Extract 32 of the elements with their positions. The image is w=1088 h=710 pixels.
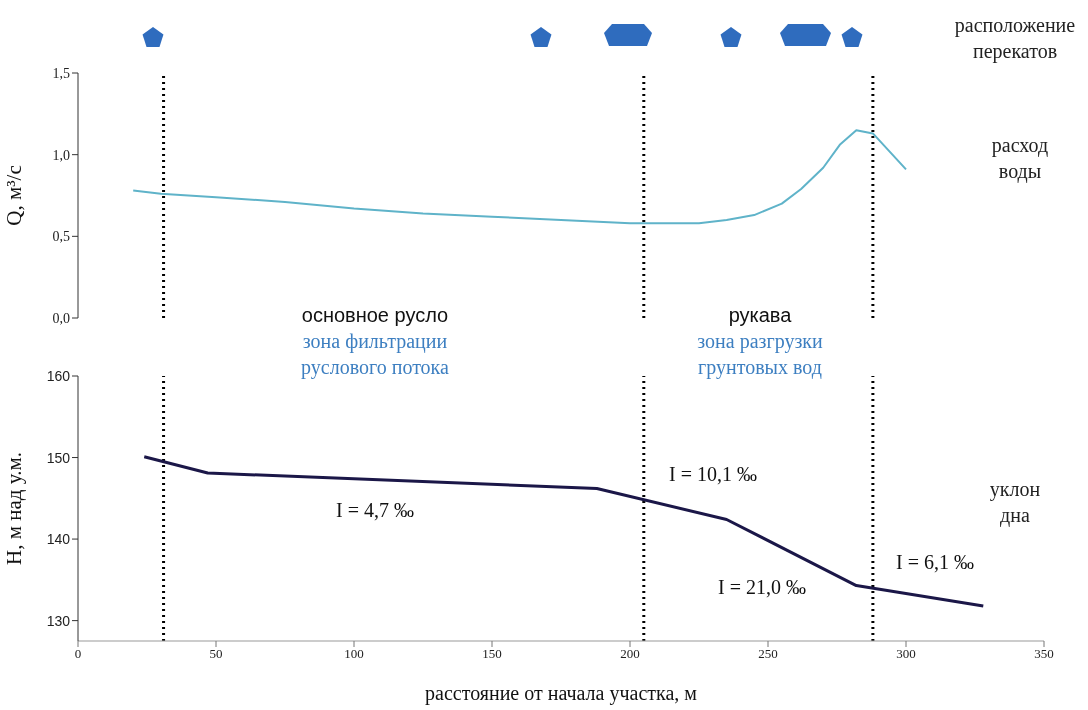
line-series [132, 129, 907, 225]
y-tick-label: 1,5 [52, 65, 70, 81]
x-tick-label: 100 [344, 646, 364, 662]
y-tick-label: 0,0 [52, 310, 70, 326]
y-tick-label: 160 [46, 367, 71, 384]
annotation: I = 4,7 ‰ [335, 498, 415, 523]
annotation: I = 10,1 ‰ [668, 462, 758, 487]
annotation: уклон дна [988, 477, 1042, 528]
annotation: I = 21,0 ‰ [717, 575, 807, 600]
y-tick-label: 0,5 [52, 229, 70, 245]
x-tick-label: 200 [620, 646, 640, 662]
y-axis-title: Q, м³/с [2, 165, 27, 226]
line-series [142, 455, 985, 608]
annotation: зона разгрузки грунтовых вод [696, 329, 824, 380]
x-tick-label: 50 [209, 646, 223, 662]
x-tick-label: 300 [896, 646, 916, 662]
annotation: основное русло [300, 303, 450, 328]
x-tick-label: 0 [74, 646, 82, 662]
annotation: зона фильтрации руслового потока [300, 329, 450, 380]
annotation: расход воды [990, 133, 1050, 184]
x-axis-title: расстояние от начала участка, м [425, 682, 698, 705]
y-axis-title: Н, м над у.м. [2, 452, 27, 565]
annotation: рукава [727, 303, 793, 328]
x-tick-label: 150 [482, 646, 502, 662]
y-tick-label: 140 [46, 531, 71, 548]
y-tick-label: 1,0 [52, 147, 70, 163]
annotation: I = 6,1 ‰ [895, 550, 975, 575]
x-tick-label: 350 [1034, 646, 1054, 662]
y-tick-label: 130 [46, 612, 71, 629]
text: расположение перекатов [953, 13, 1077, 64]
x-tick-label: 250 [758, 646, 778, 662]
y-tick-label: 150 [46, 449, 71, 466]
